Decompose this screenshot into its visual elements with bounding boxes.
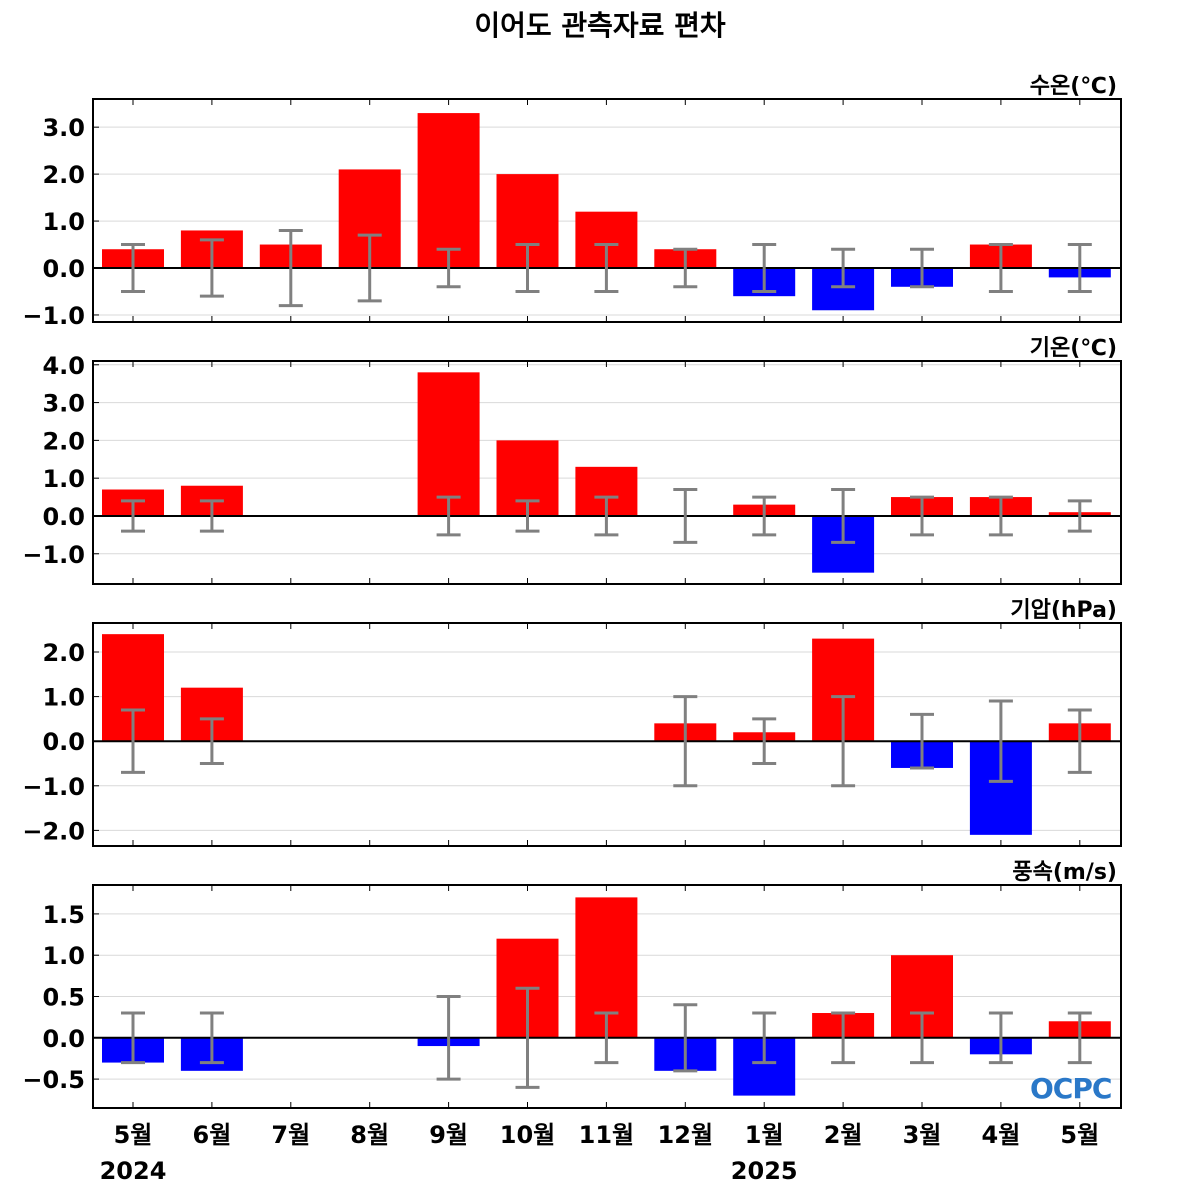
year-label: 2024 xyxy=(100,1157,167,1185)
x-tick-label: 6월 xyxy=(193,1121,232,1149)
y-tick-label: 2.0 xyxy=(42,427,85,455)
x-tick-label: 8월 xyxy=(350,1121,389,1149)
x-tick-label: 1월 xyxy=(745,1121,784,1149)
y-tick-label: −0.5 xyxy=(22,1066,85,1094)
panel-label: 기온(℃) xyxy=(1030,336,1117,361)
panel-frame xyxy=(92,360,1122,585)
y-tick-label: 0.0 xyxy=(42,503,85,531)
x-tick-label: 4월 xyxy=(982,1121,1021,1149)
y-tick-label: −1.0 xyxy=(22,773,85,801)
x-tick-label: 3월 xyxy=(903,1121,942,1149)
y-tick-label: −1.0 xyxy=(22,541,85,569)
x-tick-label: 11월 xyxy=(579,1121,634,1149)
year-label: 2025 xyxy=(731,1157,798,1185)
y-tick-label: −2.0 xyxy=(22,817,85,845)
y-tick-label: 0.0 xyxy=(42,1025,85,1053)
chart-title: 이어도 관측자료 편차 xyxy=(474,9,726,42)
y-tick-label: 1.5 xyxy=(42,901,85,929)
y-tick-label: 0.5 xyxy=(42,984,85,1012)
panel-frame xyxy=(92,98,1122,323)
panel-frame xyxy=(92,622,1122,847)
x-tick-label: 10월 xyxy=(500,1121,555,1149)
y-tick-label: 0.0 xyxy=(42,728,85,756)
y-tick-label: 1.0 xyxy=(42,942,85,970)
y-tick-label: 1.0 xyxy=(42,684,85,712)
panel-label: 기압(hPa) xyxy=(1010,598,1117,623)
x-tick-label: 12월 xyxy=(658,1121,713,1149)
x-tick-label: 7월 xyxy=(271,1121,310,1149)
y-tick-label: 0.0 xyxy=(42,255,85,283)
panel-label: 풍속(m/s) xyxy=(1012,860,1117,885)
y-tick-label: 3.0 xyxy=(42,114,85,142)
x-tick-label: 2월 xyxy=(824,1121,863,1149)
y-tick-label: 3.0 xyxy=(42,390,85,418)
y-tick-label: 4.0 xyxy=(42,352,85,380)
ocpc-logo: OCPC xyxy=(1030,1072,1112,1105)
panel-frame xyxy=(92,884,1122,1109)
y-tick-label: 1.0 xyxy=(42,465,85,493)
y-tick-label: 2.0 xyxy=(42,161,85,189)
panel-label: 수온(℃) xyxy=(1030,74,1117,99)
y-tick-label: 1.0 xyxy=(42,208,85,236)
bar xyxy=(417,372,480,516)
x-tick-label: 5월 xyxy=(1060,1121,1099,1149)
bar xyxy=(417,113,480,269)
y-tick-label: −1.0 xyxy=(22,302,85,330)
y-tick-label: 2.0 xyxy=(42,639,85,667)
x-tick-label: 5월 xyxy=(114,1121,153,1149)
x-tick-label: 9월 xyxy=(429,1121,468,1149)
